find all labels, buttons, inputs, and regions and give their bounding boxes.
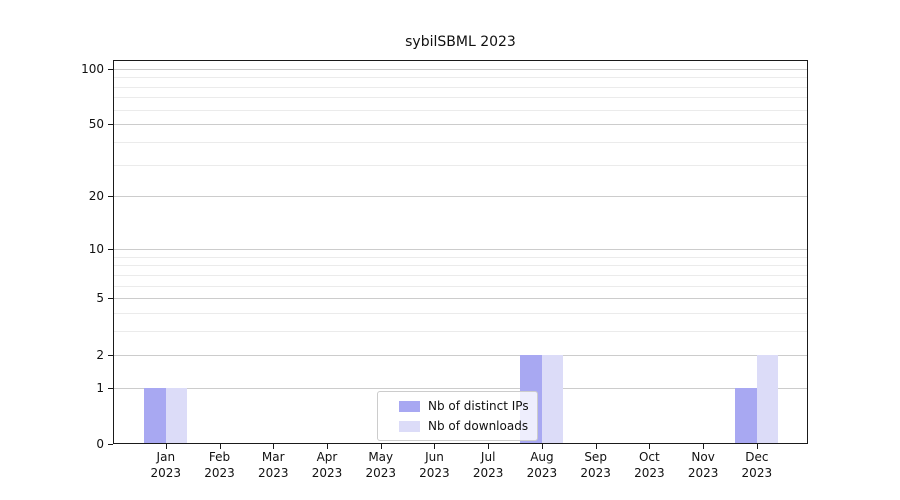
- minor-gridline: [114, 265, 807, 267]
- y-tick-label: 100: [81, 61, 104, 76]
- major-gridline: [114, 298, 807, 300]
- minor-gridline: [114, 86, 807, 88]
- x-tick: [703, 444, 705, 449]
- y-tick-label: 20: [88, 189, 104, 204]
- y-tick-label: 5: [96, 291, 104, 306]
- x-tick-label: Sep 2023: [580, 450, 611, 480]
- legend-item-downloads: Nb of downloads: [399, 417, 529, 435]
- x-tick-label: Jul 2023: [472, 450, 504, 480]
- x-tick-label: Nov 2023: [687, 450, 719, 480]
- y-tick: [108, 68, 113, 70]
- chart-title: sybilSBML 2023: [405, 34, 516, 50]
- x-tick: [595, 444, 597, 449]
- x-tick: [434, 444, 436, 449]
- minor-gridline: [114, 274, 807, 276]
- y-tick-label: 1: [96, 380, 104, 395]
- minor-gridline: [114, 142, 807, 144]
- legend-item-distinct-ips: Nb of distinct IPs: [399, 397, 529, 415]
- x-tick-label: Apr 2023: [311, 450, 343, 480]
- x-tick: [756, 444, 758, 449]
- x-tick: [219, 444, 221, 449]
- x-tick-label: Dec 2023: [741, 450, 773, 480]
- y-tick-label: 0: [96, 437, 104, 451]
- major-gridline: [114, 249, 807, 251]
- minor-gridline: [114, 109, 807, 111]
- y-tick: [108, 249, 113, 251]
- plot-area: [113, 60, 808, 444]
- y-tick: [108, 196, 113, 198]
- x-tick-label: Oct 2023: [634, 450, 665, 480]
- y-tick: [108, 354, 113, 356]
- minor-gridline: [114, 77, 807, 79]
- legend-swatch-downloads-icon: [399, 420, 420, 432]
- bar-distinct-ips-dec: [735, 387, 757, 443]
- x-tick-label: Feb 2023: [204, 450, 235, 480]
- y-tick: [108, 444, 113, 445]
- major-gridline: [114, 196, 807, 198]
- major-gridline: [114, 124, 807, 126]
- x-tick: [273, 444, 275, 449]
- x-tick-label: Mar 2023: [257, 450, 289, 480]
- y-tick-label: 10: [88, 242, 104, 257]
- x-tick-label: May 2023: [365, 450, 396, 480]
- bar-downloads-jan: [165, 387, 188, 443]
- major-gridline: [114, 68, 807, 70]
- legend-label-downloads: Nb of downloads: [428, 419, 529, 433]
- minor-gridline: [114, 256, 807, 258]
- y-tick: [108, 124, 113, 126]
- legend: Nb of distinct IPs Nb of downloads: [377, 391, 538, 441]
- bar-downloads-dec: [756, 354, 779, 443]
- x-tick: [541, 444, 543, 449]
- major-gridline: [114, 354, 807, 356]
- x-tick-label: Jan 2023: [150, 450, 182, 480]
- minor-gridline: [114, 285, 807, 287]
- minor-gridline: [114, 97, 807, 99]
- y-tick: [108, 387, 113, 389]
- y-tick-label: 50: [88, 117, 104, 132]
- bar-downloads-aug: [541, 354, 564, 443]
- x-tick-label: Aug 2023: [526, 450, 558, 480]
- minor-gridline: [114, 313, 807, 315]
- x-tick: [380, 444, 382, 449]
- y-tick: [108, 298, 113, 300]
- x-tick: [165, 444, 167, 449]
- minor-gridline: [114, 331, 807, 333]
- legend-label-distinct-ips: Nb of distinct IPs: [428, 399, 529, 413]
- y-tick-label: 2: [96, 347, 104, 362]
- x-tick: [649, 444, 651, 449]
- bar-distinct-ips-jan: [144, 387, 166, 443]
- x-tick: [326, 444, 328, 449]
- minor-gridline: [114, 164, 807, 166]
- x-tick: [488, 444, 490, 449]
- major-gridline: [114, 387, 807, 389]
- legend-swatch-distinct-ips-icon: [399, 400, 420, 412]
- x-tick-label: Jun 2023: [419, 450, 450, 480]
